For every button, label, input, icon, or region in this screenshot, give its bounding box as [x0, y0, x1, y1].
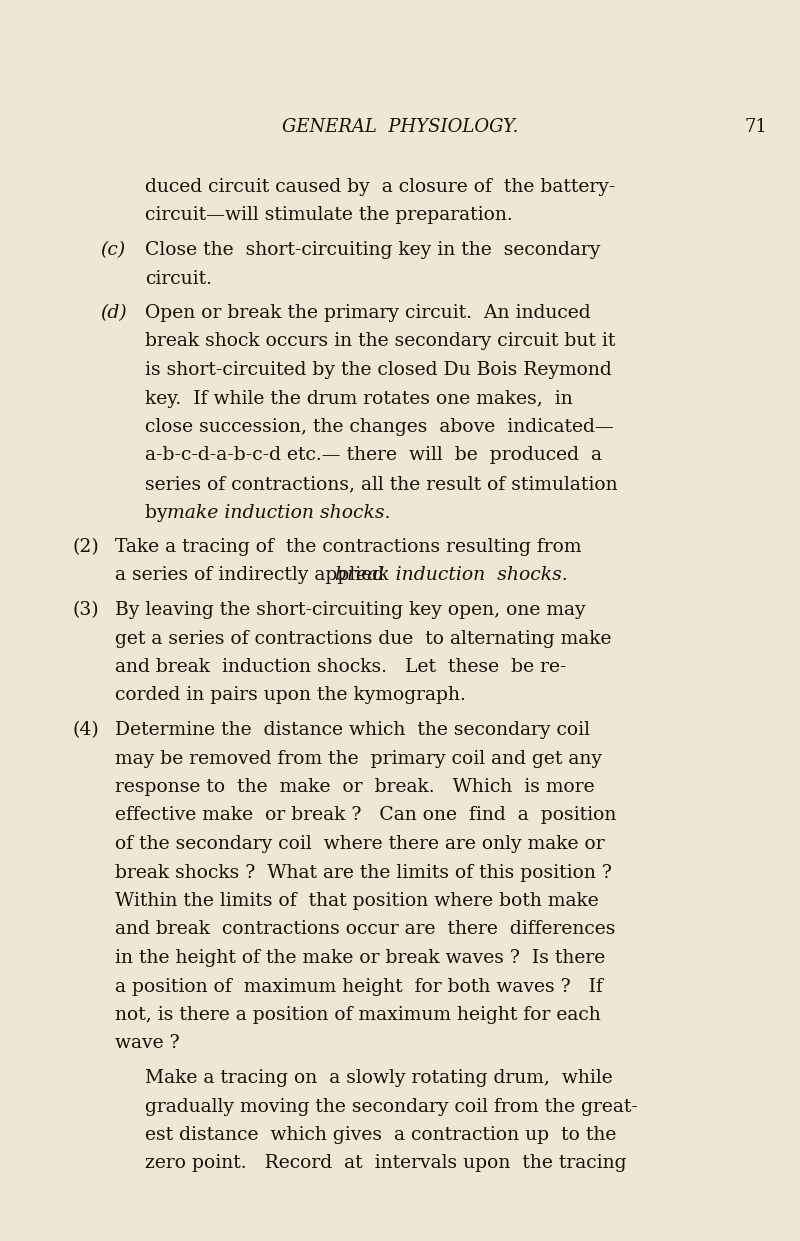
Text: a-b-c-d-a-b-c-d etc.— there  will  be  produced  a: a-b-c-d-a-b-c-d etc.— there will be prod… [145, 447, 602, 464]
Text: By leaving the short-circuiting key open, one may: By leaving the short-circuiting key open… [115, 601, 586, 619]
Text: is short-circuited by the closed Du Bois Reymond: is short-circuited by the closed Du Bois… [145, 361, 612, 379]
Text: (d): (d) [100, 304, 126, 321]
Text: Make a tracing on  a slowly rotating drum,  while: Make a tracing on a slowly rotating drum… [145, 1069, 613, 1087]
Text: close succession, the changes  above  indicated—: close succession, the changes above indi… [145, 418, 614, 436]
Text: response to  the  make  or  break.   Which  is more: response to the make or break. Which is … [115, 778, 594, 795]
Text: in the height of the make or break waves ?  Is there: in the height of the make or break waves… [115, 949, 606, 967]
Text: by: by [145, 504, 174, 521]
Text: series of contractions, all the result of stimulation: series of contractions, all the result o… [145, 475, 618, 493]
Text: break induction  shocks.: break induction shocks. [335, 566, 568, 585]
Text: effective make  or break ?   Can one  find  a  position: effective make or break ? Can one find a… [115, 807, 616, 824]
Text: Take a tracing of  the contractions resulting from: Take a tracing of the contractions resul… [115, 539, 582, 556]
Text: Open or break the primary circuit.  An induced: Open or break the primary circuit. An in… [145, 304, 590, 321]
Text: est distance  which gives  a contraction up  to the: est distance which gives a contraction u… [145, 1126, 616, 1144]
Text: duced circuit caused by  a closure of  the battery-: duced circuit caused by a closure of the… [145, 177, 615, 196]
Text: of the secondary coil  where there are only make or: of the secondary coil where there are on… [115, 835, 605, 853]
Text: a series of indirectly applied: a series of indirectly applied [115, 566, 390, 585]
Text: zero point.   Record  at  intervals upon  the tracing: zero point. Record at intervals upon the… [145, 1154, 626, 1173]
Text: break shock occurs in the secondary circuit but it: break shock occurs in the secondary circ… [145, 333, 615, 350]
Text: circuit—will stimulate the preparation.: circuit—will stimulate the preparation. [145, 206, 513, 225]
Text: (2): (2) [72, 539, 98, 556]
Text: Within the limits of  that position where both make: Within the limits of that position where… [115, 892, 598, 910]
Text: GENERAL  PHYSIOLOGY.: GENERAL PHYSIOLOGY. [282, 118, 518, 137]
Text: get a series of contractions due  to alternating make: get a series of contractions due to alte… [115, 629, 611, 648]
Text: wave ?: wave ? [115, 1035, 180, 1052]
Text: corded in pairs upon the kymograph.: corded in pairs upon the kymograph. [115, 686, 466, 705]
Text: make induction shocks.: make induction shocks. [167, 504, 390, 521]
Text: Close the  short-circuiting key in the  secondary: Close the short-circuiting key in the se… [145, 241, 600, 259]
Text: Determine the  distance which  the secondary coil: Determine the distance which the seconda… [115, 721, 590, 738]
Text: key.  If while the drum rotates one makes,  in: key. If while the drum rotates one makes… [145, 390, 573, 407]
Text: a position of  maximum height  for both waves ?   If: a position of maximum height for both wa… [115, 978, 603, 995]
Text: break shocks ?  What are the limits of this position ?: break shocks ? What are the limits of th… [115, 864, 612, 881]
Text: (4): (4) [72, 721, 98, 738]
Text: (c): (c) [100, 241, 126, 259]
Text: not, is there a position of maximum height for each: not, is there a position of maximum heig… [115, 1006, 601, 1024]
Text: gradually moving the secondary coil from the great-: gradually moving the secondary coil from… [145, 1097, 638, 1116]
Text: (3): (3) [72, 601, 98, 619]
Text: may be removed from the  primary coil and get any: may be removed from the primary coil and… [115, 750, 602, 767]
Text: and break  contractions occur are  there  differences: and break contractions occur are there d… [115, 921, 615, 938]
Text: circuit.: circuit. [145, 269, 212, 288]
Text: 71: 71 [745, 118, 768, 137]
Text: and break  induction shocks.   Let  these  be re-: and break induction shocks. Let these be… [115, 658, 566, 676]
